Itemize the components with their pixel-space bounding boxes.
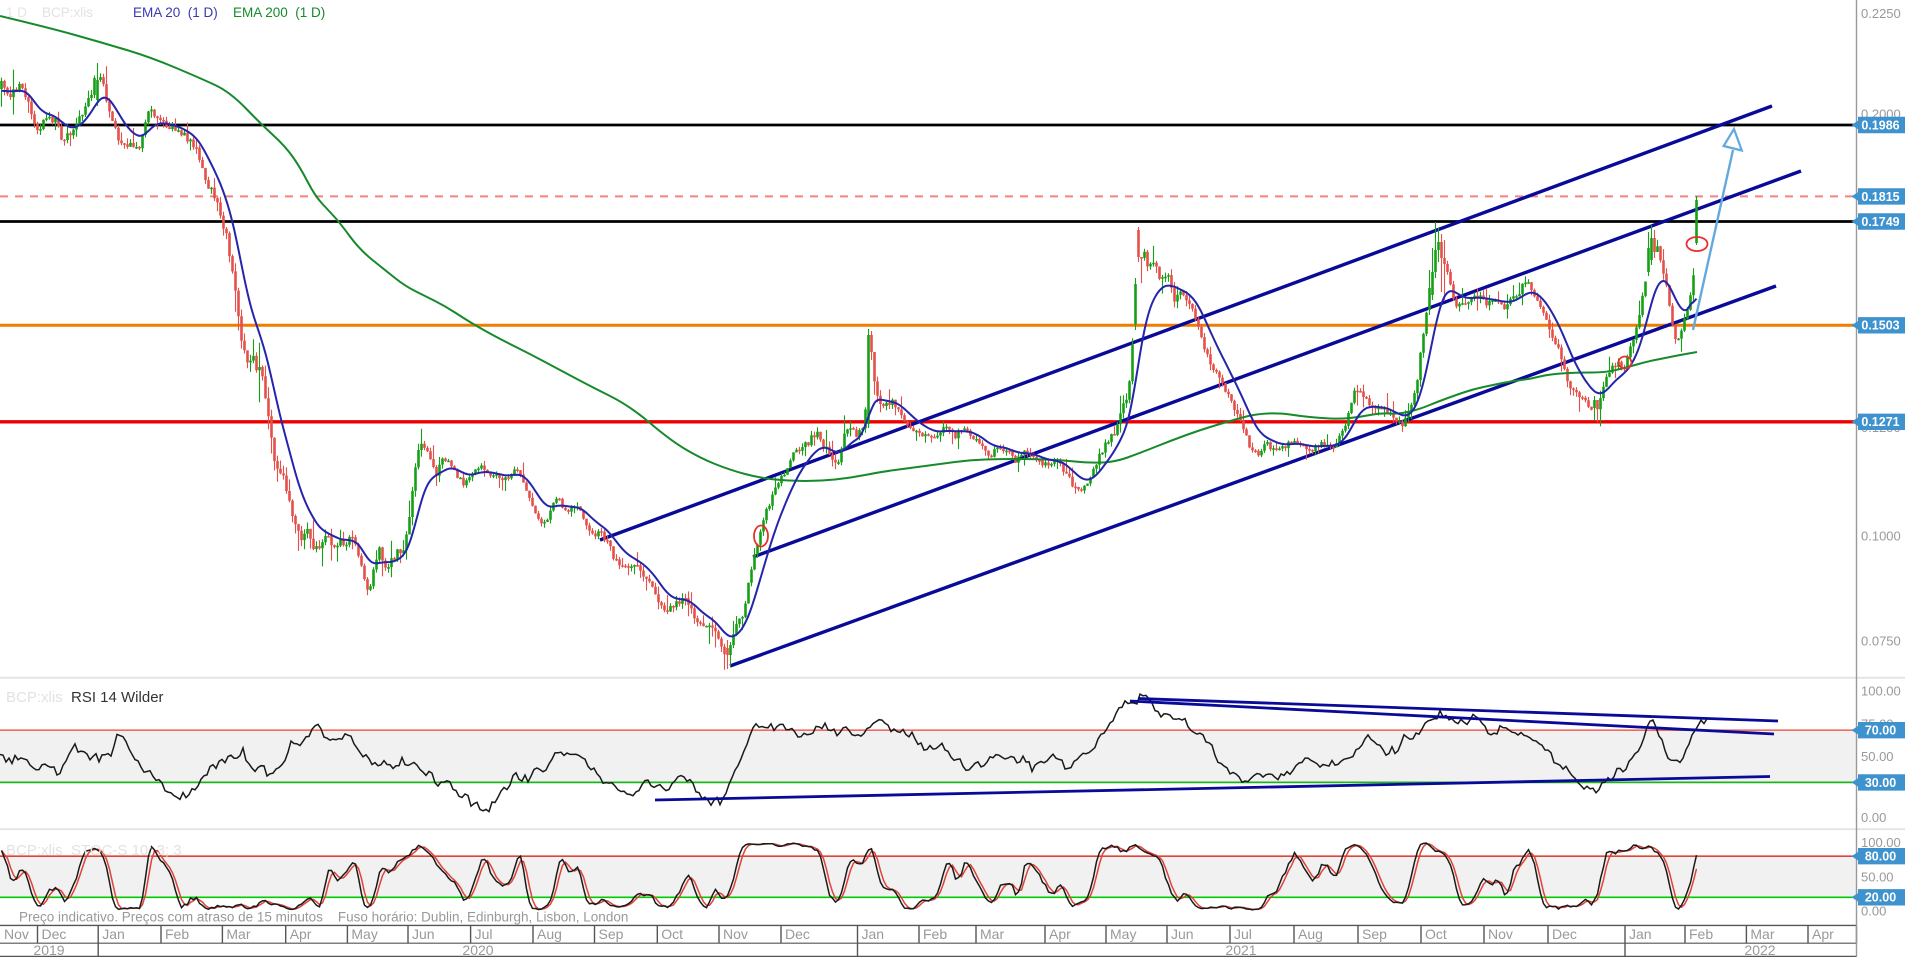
- svg-text:Sep: Sep: [1362, 926, 1387, 942]
- svg-text:Jan: Jan: [862, 926, 885, 942]
- svg-text:Dec: Dec: [1552, 926, 1577, 942]
- svg-text:1 D: 1 D: [6, 5, 27, 20]
- svg-text:Jun: Jun: [412, 926, 435, 942]
- svg-text:100.00: 100.00: [1861, 835, 1901, 850]
- svg-text:Apr: Apr: [1812, 926, 1834, 942]
- svg-text:0.1503: 0.1503: [1861, 319, 1899, 333]
- svg-text:Mar: Mar: [226, 926, 250, 942]
- svg-text:BCP:xlis: BCP:xlis: [6, 689, 63, 706]
- svg-text:20.00: 20.00: [1865, 891, 1896, 905]
- svg-text:May: May: [351, 926, 377, 942]
- svg-text:Apr: Apr: [1049, 926, 1071, 942]
- svg-text:30.00: 30.00: [1865, 776, 1896, 790]
- svg-text:100.00: 100.00: [1861, 684, 1901, 699]
- svg-text:Feb: Feb: [165, 926, 189, 942]
- svg-text:Feb: Feb: [923, 926, 947, 942]
- svg-text:50.00: 50.00: [1861, 869, 1894, 884]
- svg-text:0.00: 0.00: [1861, 810, 1886, 825]
- svg-text:0.0750: 0.0750: [1861, 634, 1901, 649]
- svg-text:BCP:xlis STOC-S 10; 3; 3: BCP:xlis STOC-S 10; 3; 3: [6, 842, 182, 859]
- svg-text:Apr: Apr: [290, 926, 312, 942]
- svg-text:Mar: Mar: [1750, 926, 1774, 942]
- svg-text:Oct: Oct: [1425, 926, 1447, 942]
- svg-text:2021: 2021: [1225, 942, 1256, 957]
- svg-text:0.00: 0.00: [1861, 904, 1886, 919]
- svg-text:EMA 200 (1 D): EMA 200 (1 D): [233, 5, 325, 20]
- svg-text:0.1749: 0.1749: [1861, 215, 1899, 229]
- svg-text:Sep: Sep: [599, 926, 624, 942]
- svg-text:Jun: Jun: [1171, 926, 1194, 942]
- svg-text:70.00: 70.00: [1865, 724, 1896, 738]
- svg-text:50.00: 50.00: [1861, 749, 1894, 764]
- svg-text:Oct: Oct: [661, 926, 683, 942]
- svg-text:Nov: Nov: [723, 926, 748, 942]
- svg-text:Aug: Aug: [1298, 926, 1323, 942]
- svg-text:Jan: Jan: [1629, 926, 1652, 942]
- svg-text:80.00: 80.00: [1865, 850, 1896, 864]
- svg-text:Nov: Nov: [1488, 926, 1513, 942]
- svg-text:Aug: Aug: [537, 926, 562, 942]
- svg-text:Jan: Jan: [102, 926, 125, 942]
- svg-text:0.1986: 0.1986: [1861, 118, 1899, 132]
- svg-text:Nov: Nov: [4, 926, 29, 942]
- svg-text:Feb: Feb: [1689, 926, 1713, 942]
- svg-text:Preço indicativo. Preços com a: Preço indicativo. Preços com atraso de 1…: [19, 910, 628, 925]
- svg-text:0.1815: 0.1815: [1861, 190, 1899, 204]
- svg-text:0.1000: 0.1000: [1861, 529, 1901, 544]
- svg-text:Dec: Dec: [42, 926, 67, 942]
- svg-text:EMA 20 (1 D): EMA 20 (1 D): [133, 5, 218, 20]
- svg-text:0.1271: 0.1271: [1861, 415, 1899, 429]
- svg-text:May: May: [1110, 926, 1136, 942]
- svg-text:RSI 14 Wilder: RSI 14 Wilder: [71, 689, 164, 706]
- svg-text:Dec: Dec: [785, 926, 810, 942]
- svg-text:2020: 2020: [462, 942, 493, 957]
- svg-text:BCP:xlis: BCP:xlis: [42, 5, 93, 20]
- svg-text:Mar: Mar: [980, 926, 1004, 942]
- svg-text:Jul: Jul: [475, 926, 493, 942]
- svg-text:2019: 2019: [33, 942, 64, 957]
- svg-text:2022: 2022: [1744, 942, 1775, 957]
- svg-text:Jul: Jul: [1234, 926, 1252, 942]
- svg-text:0.2250: 0.2250: [1861, 6, 1901, 21]
